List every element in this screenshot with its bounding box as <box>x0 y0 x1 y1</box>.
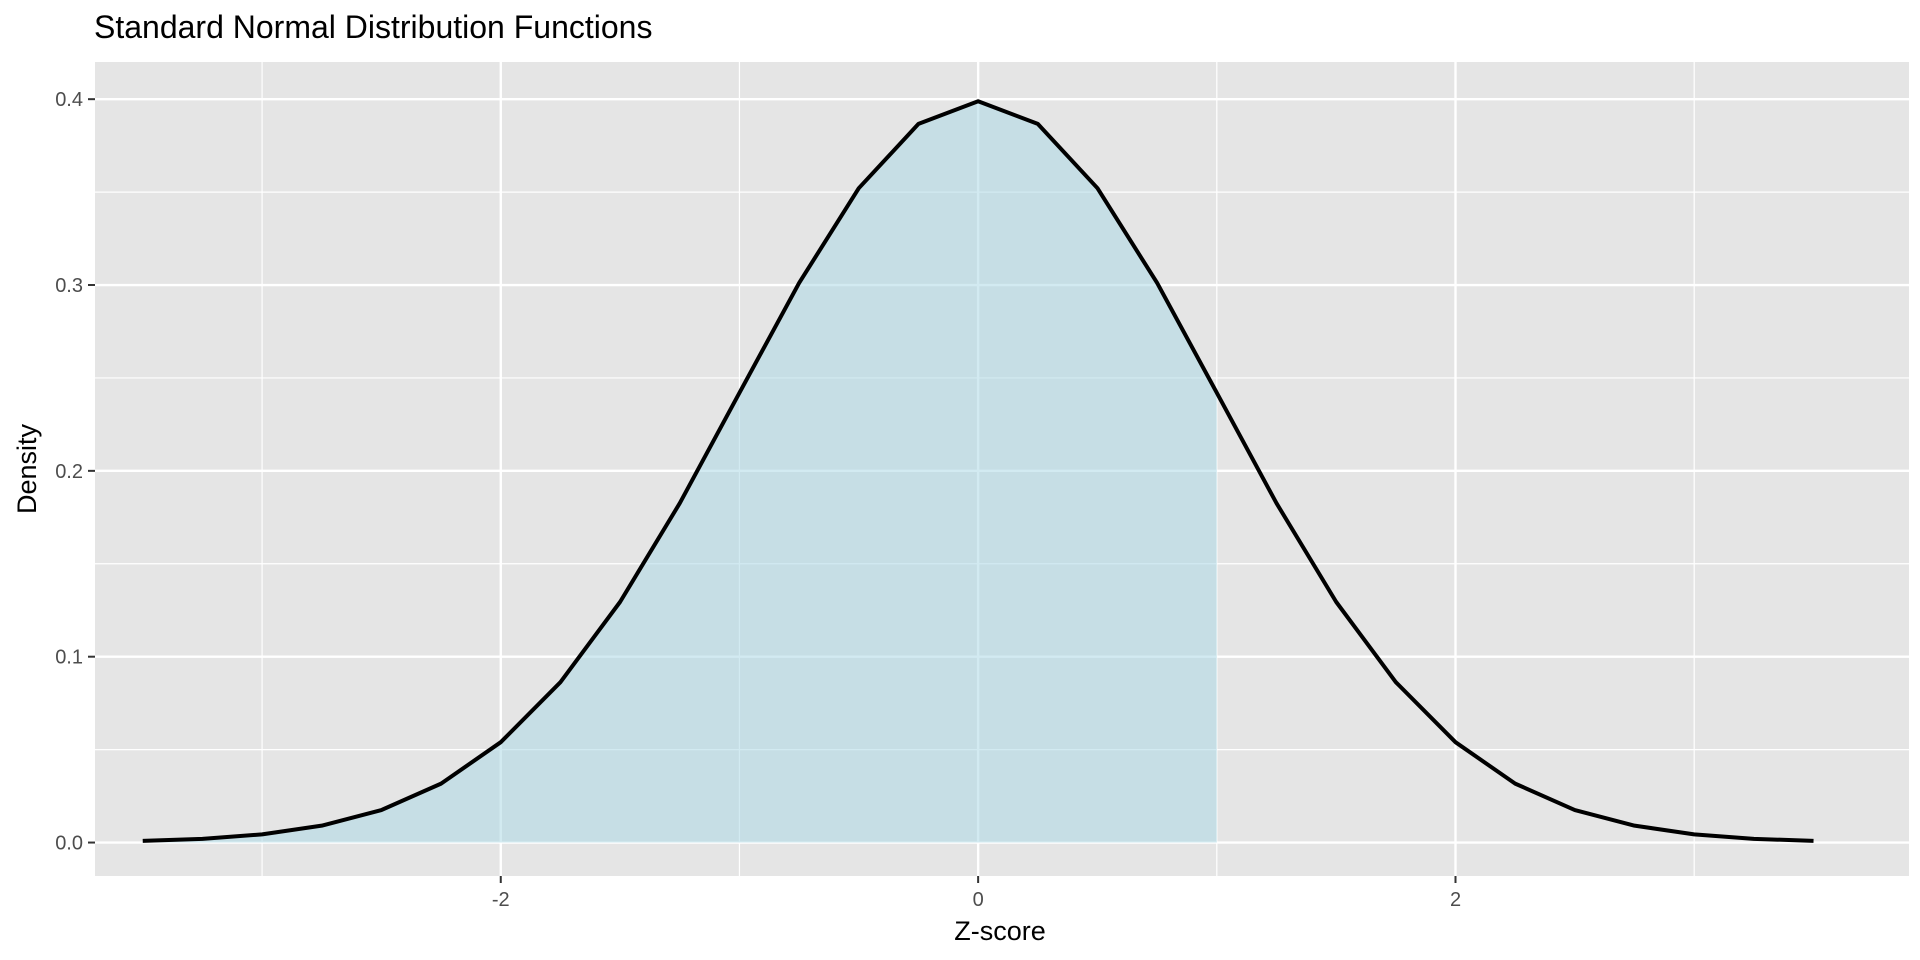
shaded-area-layer <box>142 101 1217 843</box>
density-curve <box>142 99 1814 843</box>
shaded-area <box>142 101 1217 843</box>
x-tick-label: 0 <box>973 889 984 911</box>
y-tick-label: 0.3 <box>55 275 83 297</box>
y-tick-label: 0.4 <box>55 89 83 111</box>
x-axis: -2 0 2 <box>492 876 1461 911</box>
x-axis-title: Z-score <box>954 916 1046 946</box>
y-tick-label: 0.1 <box>55 647 83 669</box>
y-axis-title: Density <box>12 423 42 514</box>
x-tick-label: 2 <box>1450 889 1461 911</box>
x-tick-label: -2 <box>492 889 510 911</box>
y-tick-label: 0.0 <box>55 833 83 855</box>
chart-title: Standard Normal Distribution Functions <box>94 9 652 45</box>
density-curve-layer <box>142 99 1814 843</box>
y-axis: 0.0 0.1 0.2 0.3 0.4 <box>55 89 95 855</box>
y-tick-label: 0.2 <box>55 461 83 483</box>
